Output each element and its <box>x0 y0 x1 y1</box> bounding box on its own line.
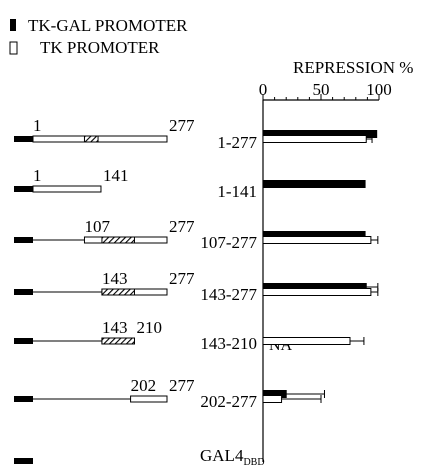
category-label: 202-277 <box>200 392 257 411</box>
category-label-gal4: GAL4DBD <box>200 446 265 468</box>
legend-swatch-tk <box>9 41 18 55</box>
bar-tk-gal <box>262 180 366 188</box>
domain-box <box>32 185 102 193</box>
dbd-block <box>14 136 33 142</box>
category-labels: 1-277 1-141 107-277 143-277 143-210 202-… <box>200 133 265 468</box>
construct-end-label: 210 <box>136 318 162 337</box>
legend-swatch-tk-gal <box>10 19 16 31</box>
dbd-block <box>14 396 33 402</box>
construct-end-label: 277 <box>169 116 195 135</box>
dbd-block <box>14 458 33 464</box>
category-label: 143-277 <box>200 285 257 304</box>
construct-start-label: 143 <box>102 318 128 337</box>
tick-marks <box>262 94 380 100</box>
axis-title: REPRESSION % <box>293 58 413 77</box>
category-label: 1-277 <box>217 133 257 152</box>
dbd-block <box>14 289 33 295</box>
bar-tk <box>262 395 283 403</box>
hatched-region <box>101 337 135 345</box>
legend: TK-GAL PROMOTER TK PROMOTER <box>9 16 188 57</box>
dbd-block <box>14 237 33 243</box>
bars <box>262 130 379 403</box>
dbd-block <box>14 338 33 344</box>
category-label: 143-210 <box>200 334 257 353</box>
construct-start-label: 143 <box>102 269 128 288</box>
bar-tk <box>262 135 367 143</box>
legend-label-tk: TK PROMOTER <box>40 38 160 57</box>
hatched-region <box>83 135 99 143</box>
tick-label-0: 0 <box>259 80 268 99</box>
construct-end-label: 277 <box>169 269 195 288</box>
hatched-region <box>101 236 135 244</box>
construct-start-label: 1 <box>33 116 42 135</box>
bar-tk <box>262 337 351 345</box>
category-label: 1-141 <box>217 182 257 201</box>
construct-start-label: 1 <box>33 166 42 185</box>
hatched-region <box>101 288 135 296</box>
construct-diagrams: 1 277 1 141 107 277 143 277 143 210 202 277 <box>14 116 195 464</box>
bar-tk <box>262 288 372 296</box>
construct-start-label: 107 <box>84 217 110 236</box>
tick-label-100: 100 <box>366 80 392 99</box>
domain-box <box>32 135 168 143</box>
construct-end-label: 277 <box>169 217 195 236</box>
bar-tk <box>262 236 372 244</box>
tick-label-50: 50 <box>313 80 330 99</box>
construct-end-label: 277 <box>169 376 195 395</box>
construct-end-label: 141 <box>103 166 128 185</box>
dbd-block <box>14 186 33 192</box>
domain-box <box>130 395 168 403</box>
construct-start-label: 202 <box>131 376 157 395</box>
legend-label-tk-gal: TK-GAL PROMOTER <box>28 16 188 35</box>
category-label: 107-277 <box>200 233 257 252</box>
